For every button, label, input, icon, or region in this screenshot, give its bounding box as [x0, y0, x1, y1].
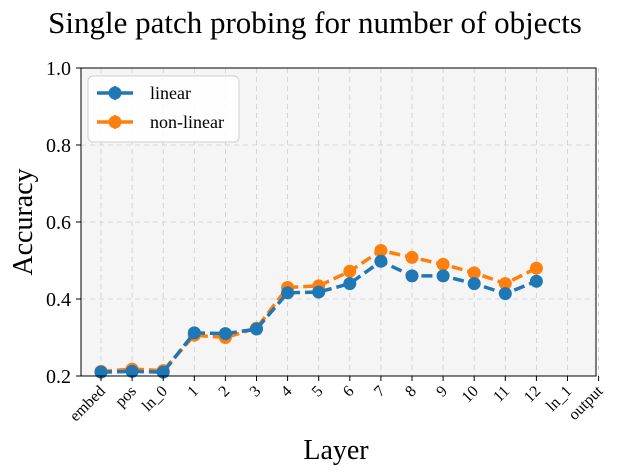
legend-label: linear: [150, 83, 191, 103]
data-point: [436, 257, 450, 271]
data-point: [529, 274, 543, 288]
y-tick-label: 0.8: [46, 135, 71, 157]
data-point: [156, 365, 170, 379]
x-tick-label: 2: [216, 383, 234, 401]
data-point: [125, 364, 139, 378]
legend: linear non-linear: [87, 75, 240, 143]
x-tick-label: embed: [67, 383, 109, 425]
x-tick-label: 3: [247, 383, 265, 401]
data-point: [467, 277, 481, 291]
series-group: [94, 243, 543, 379]
legend-marker: [108, 86, 122, 100]
y-tick-label: 0.4: [46, 289, 71, 311]
x-tick-label: 12: [521, 383, 544, 406]
data-point: [343, 277, 357, 291]
data-point: [374, 254, 388, 268]
data-point: [281, 286, 295, 300]
x-tick-label: pos: [112, 383, 140, 411]
legend-entry-non-linear: non-linear: [97, 112, 224, 132]
y-axis-label: Accuracy: [8, 168, 39, 275]
data-point: [467, 266, 481, 280]
legend-entry-linear: linear: [97, 83, 191, 103]
x-tick-label: ln_0: [139, 383, 171, 415]
data-point: [218, 327, 232, 341]
data-point: [529, 261, 543, 275]
x-tick-label: 11: [490, 383, 513, 406]
data-point: [405, 250, 419, 264]
x-tick-label: 9: [433, 383, 451, 401]
data-point: [312, 285, 326, 299]
x-tick-label: 4: [278, 383, 296, 401]
x-tick-label: 6: [340, 383, 358, 401]
series-linear: [94, 254, 543, 379]
legend-marker: [108, 115, 122, 129]
x-tick-label: 7: [371, 383, 389, 401]
chart-title: Single patch probing for number of objec…: [48, 5, 582, 40]
y-tick-label: 0.6: [46, 212, 71, 234]
data-point: [498, 277, 512, 291]
x-tick-label: 5: [309, 383, 327, 401]
grid: [81, 68, 599, 376]
x-tick-label: output: [565, 382, 606, 423]
data-point: [187, 326, 201, 340]
x-tick-label: 1: [184, 383, 202, 401]
data-point: [405, 269, 419, 283]
x-axis-label: Layer: [303, 435, 369, 466]
y-tick-label: 1.0: [46, 58, 71, 80]
y-ticks: 0.2 0.4 0.6 0.8 1.0: [46, 58, 81, 388]
legend-label: non-linear: [150, 112, 224, 132]
y-tick-label: 0.2: [46, 366, 71, 388]
data-point: [436, 269, 450, 283]
data-point: [94, 365, 108, 379]
x-tick-label: 8: [402, 383, 420, 401]
data-point: [343, 264, 357, 278]
data-point: [374, 243, 388, 257]
x-tick-label: 10: [459, 383, 482, 406]
data-point: [498, 287, 512, 301]
data-point: [250, 322, 263, 336]
